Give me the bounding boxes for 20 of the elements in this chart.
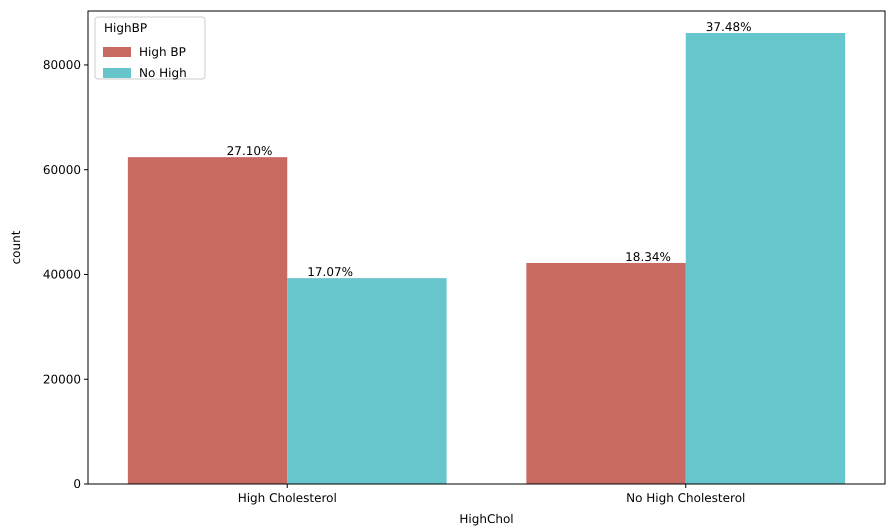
y-axis-title: count: [9, 230, 23, 264]
y-tick-label: 0: [73, 477, 81, 492]
legend-label: High BP: [139, 45, 186, 60]
legend-title: HighBP: [104, 21, 148, 35]
bar: [128, 157, 288, 484]
bar: [686, 33, 846, 484]
y-tick-label: 40000: [42, 268, 81, 282]
bar: [287, 278, 447, 484]
x-tick-label: No High Cholesterol: [626, 491, 746, 505]
legend-label: No High: [139, 66, 187, 80]
annotation: 17.07%: [307, 265, 354, 280]
y-tick-label: 60000: [42, 162, 81, 177]
annotation: 37.48%: [706, 20, 752, 34]
x-tick-label: High Cholesterol: [238, 491, 337, 505]
annotation: 18.34%: [625, 250, 671, 264]
x-axis-title: HighChol: [459, 512, 514, 526]
annotation: 27.10%: [226, 144, 272, 158]
y-tick-label: 80000: [42, 58, 81, 72]
y-tick-label: 20000: [42, 372, 81, 386]
bar: [526, 262, 686, 484]
